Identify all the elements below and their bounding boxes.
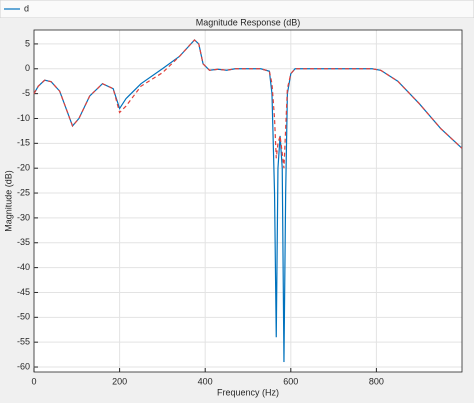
y-axis-label: Magnitude (dB) xyxy=(3,170,13,232)
y-tick-label: -60 xyxy=(17,361,30,371)
x-axis-label: Frequency (Hz) xyxy=(217,387,279,397)
axes-box xyxy=(33,29,463,373)
y-tick-label: -40 xyxy=(17,262,30,272)
y-tick-label: -5 xyxy=(22,88,30,98)
x-tick-label: 0 xyxy=(31,376,36,386)
y-tick-label: -35 xyxy=(17,237,30,247)
y-tick-label: -30 xyxy=(17,212,30,222)
y-tick-label: -20 xyxy=(17,163,30,173)
y-tick-label: 5 xyxy=(25,38,30,48)
x-tick-label: 600 xyxy=(283,376,298,386)
x-tick-label: 800 xyxy=(369,376,384,386)
chart-title: Magnitude Response (dB) xyxy=(196,17,301,27)
y-tick-label: -25 xyxy=(17,187,30,197)
x-tick-label: 400 xyxy=(198,376,213,386)
plot-area xyxy=(34,30,462,372)
legend-bar xyxy=(0,0,474,19)
y-tick-label: -50 xyxy=(17,312,30,322)
y-tick-label: -15 xyxy=(17,138,30,148)
y-tick-label: 0 xyxy=(25,63,30,73)
y-tick-label: -10 xyxy=(17,113,30,123)
y-tick-label: -55 xyxy=(17,337,30,347)
series-line xyxy=(33,39,463,363)
legend-label: d xyxy=(24,3,29,13)
x-tick-label: 200 xyxy=(112,376,127,386)
y-tick-label: -45 xyxy=(17,287,30,297)
